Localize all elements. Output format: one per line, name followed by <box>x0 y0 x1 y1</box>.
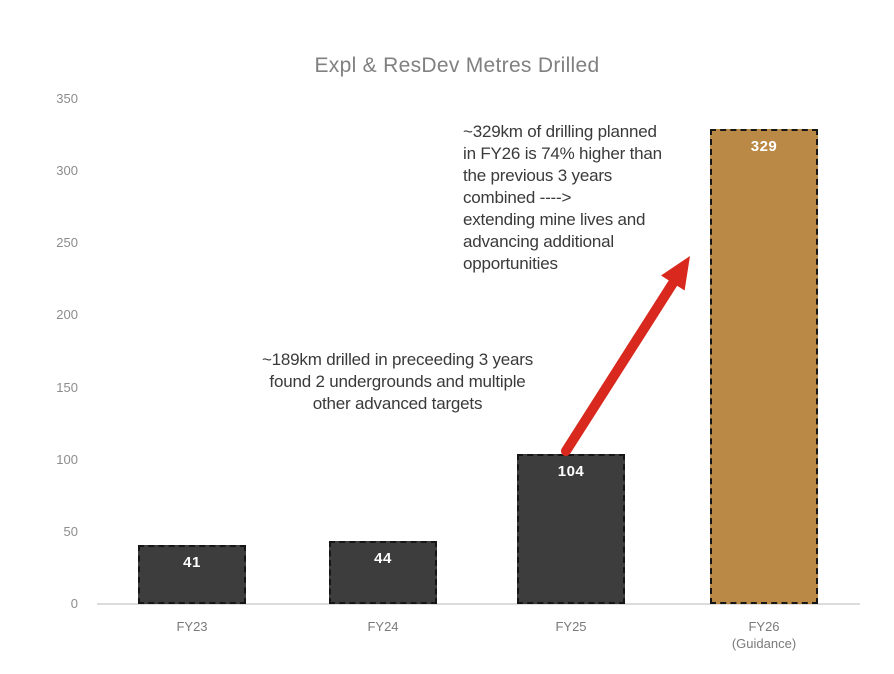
y-axis-tick-label: 50 <box>63 523 78 539</box>
bar-fy23: 41 <box>138 545 246 604</box>
y-axis-tick-label: 300 <box>56 163 78 179</box>
y-axis-tick-label: 350 <box>56 90 78 106</box>
x-axis-category-label: FY25 <box>555 619 587 634</box>
bar-fy24: 44 <box>329 541 437 604</box>
x-axis-category-label: FY24 <box>367 619 399 634</box>
x-axis-category-label: FY26 (Guidance) <box>731 619 797 651</box>
y-axis-tick-label: 150 <box>56 379 78 395</box>
annotation-history-note: ~189km drilled in preceeding 3 years fou… <box>261 350 534 413</box>
x-axis-line <box>97 603 860 605</box>
bar-value-label: 44 <box>374 550 392 567</box>
y-axis-tick-label: 200 <box>56 307 78 323</box>
bar-fy26: 329 <box>710 129 818 604</box>
bar-value-label: 104 <box>557 463 585 480</box>
y-axis-tick-label: 250 <box>56 235 78 251</box>
chart-title: Expl & ResDev Metres Drilled <box>314 54 600 77</box>
bar-fy25: 104 <box>517 454 625 604</box>
bar-value-label: 329 <box>750 138 778 155</box>
annotation-fy26-note: ~329km of drilling planned in FY26 is 74… <box>463 122 662 273</box>
bar-value-label: 41 <box>183 554 201 571</box>
y-axis-tick-label: 0 <box>70 596 78 611</box>
x-axis-category-label: FY23 <box>176 619 208 634</box>
y-axis-tick-label: 100 <box>56 451 78 467</box>
